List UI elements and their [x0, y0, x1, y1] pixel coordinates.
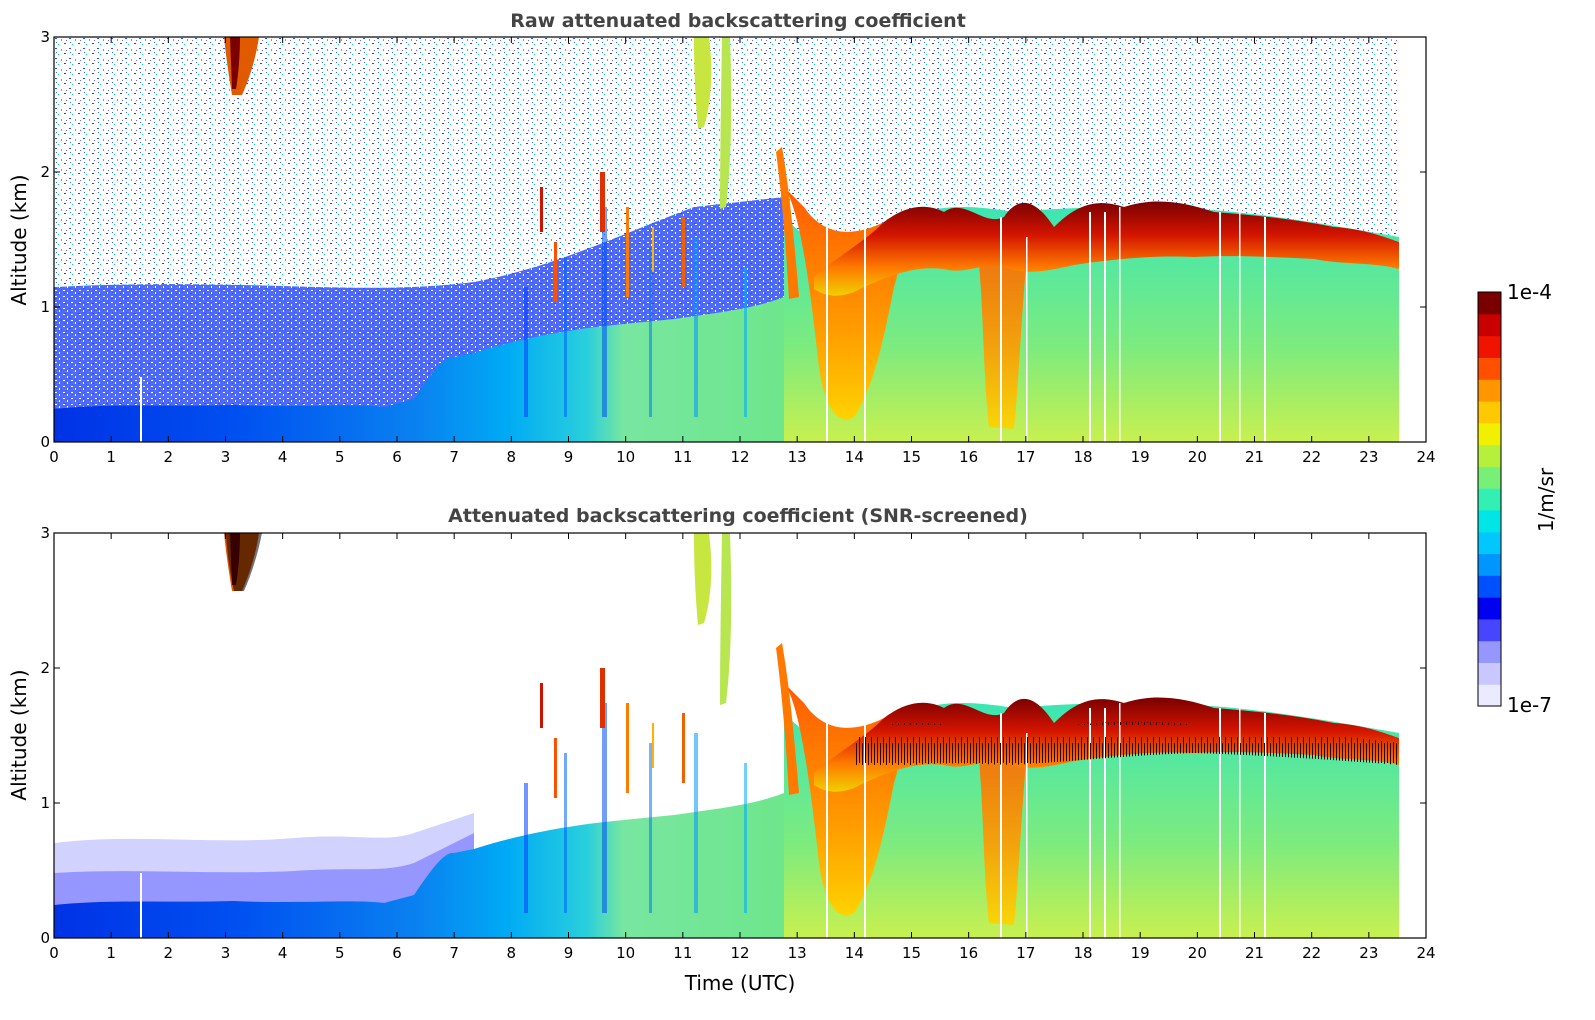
- raw-panel: Raw attenuated backscattering coefficien…: [7, 10, 1436, 466]
- x-tick-label: 16: [959, 448, 978, 466]
- raw-y-axis: 0 1 2 3: [40, 28, 1426, 451]
- screened-x-axis: 0 1 2 3 4 5 6 7 8 9 10 11 12 13 14 15 16 17 18 19 20 21 22 23 24: [49, 533, 1436, 962]
- x-tick-label: 11: [673, 944, 692, 962]
- x-tick-label: 18: [1073, 944, 1092, 962]
- x-tick-label: 17: [1016, 944, 1035, 962]
- x-tick-label: 2: [164, 944, 174, 962]
- colorbar-step: [1478, 662, 1501, 685]
- colorbar-step: [1478, 684, 1501, 707]
- colorbar-step: [1478, 379, 1501, 402]
- x-tick-label: 7: [449, 448, 459, 466]
- screened-saturated-streaks: [854, 721, 1399, 773]
- x-axis-label: Time (UTC): [684, 971, 796, 995]
- colorbar-step: [1478, 357, 1501, 380]
- colorbar-step: [1478, 335, 1501, 358]
- y-tick-label: 0: [40, 433, 50, 451]
- x-tick-label: 19: [1131, 944, 1150, 962]
- x-tick-label: 15: [902, 944, 921, 962]
- colorbar-step: [1478, 488, 1501, 511]
- y-tick-label: 2: [40, 659, 50, 677]
- colorbar-step: [1478, 531, 1501, 555]
- colorbar-step: [1478, 422, 1501, 446]
- colorbar-unit-label: 1/m/sr: [1534, 467, 1558, 532]
- x-tick-label: 6: [392, 448, 402, 466]
- x-tick-label: 1: [106, 944, 116, 962]
- x-tick-label: 19: [1131, 448, 1150, 466]
- x-tick-label: 7: [449, 944, 459, 962]
- x-tick-label: 0: [49, 944, 59, 962]
- x-tick-label: 21: [1245, 448, 1264, 466]
- x-tick-label: 23: [1359, 448, 1378, 466]
- colorbar-steps: [1478, 292, 1501, 707]
- x-tick-label: 14: [845, 944, 864, 962]
- x-tick-label: 11: [673, 448, 692, 466]
- x-tick-label: 24: [1416, 448, 1435, 466]
- screened-y-axis: 0 1 2 3: [40, 524, 1426, 947]
- x-tick-label: 8: [507, 944, 517, 962]
- colorbar: 1e-4 1e-7 1/m/sr: [1477, 280, 1558, 717]
- x-tick-label: 5: [335, 448, 345, 466]
- y-tick-label: 1: [40, 298, 50, 316]
- x-tick-label: 4: [278, 448, 288, 466]
- colorbar-step: [1478, 444, 1501, 467]
- x-tick-label: 5: [335, 944, 345, 962]
- x-tick-label: 1: [106, 448, 116, 466]
- colorbar-step: [1478, 640, 1501, 664]
- x-tick-label: 3: [221, 448, 231, 466]
- x-tick-label: 8: [507, 448, 517, 466]
- colorbar-step: [1478, 292, 1501, 315]
- x-tick-label: 12: [730, 448, 749, 466]
- x-tick-label: 15: [902, 448, 921, 466]
- colorbar-max-label: 1e-4: [1507, 280, 1552, 304]
- colorbar-step: [1478, 618, 1501, 642]
- y-tick-label: 2: [40, 163, 50, 181]
- colorbar-step: [1478, 575, 1501, 598]
- x-tick-label: 24: [1416, 944, 1435, 962]
- x-tick-label: 10: [616, 944, 635, 962]
- x-tick-label: 10: [616, 448, 635, 466]
- screened-panel-title: Attenuated backscattering coefficient (S…: [448, 505, 1028, 527]
- x-tick-label: 23: [1359, 944, 1378, 962]
- x-tick-label: 22: [1302, 448, 1321, 466]
- colorbar-step: [1478, 466, 1501, 489]
- colorbar-step: [1478, 597, 1501, 620]
- raw-y-label: Altitude (km): [7, 174, 31, 305]
- screened-y-label: Altitude (km): [7, 669, 31, 800]
- x-tick-label: 4: [278, 944, 288, 962]
- colorbar-step: [1478, 313, 1501, 337]
- x-tick-label: 0: [49, 448, 59, 466]
- colorbar-step: [1478, 400, 1501, 424]
- screened-panel: Attenuated backscattering coefficient (S…: [7, 505, 1436, 995]
- x-tick-label: 6: [392, 944, 402, 962]
- x-tick-label: 20: [1188, 944, 1207, 962]
- y-tick-label: 3: [40, 28, 50, 46]
- x-tick-label: 14: [845, 448, 864, 466]
- x-tick-label: 9: [564, 944, 574, 962]
- x-tick-label: 22: [1302, 944, 1321, 962]
- x-tick-label: 3: [221, 944, 231, 962]
- colorbar-step: [1478, 553, 1501, 576]
- raw-panel-title: Raw attenuated backscattering coefficien…: [510, 10, 966, 32]
- x-tick-label: 13: [788, 944, 807, 962]
- x-tick-label: 21: [1245, 944, 1264, 962]
- x-tick-label: 2: [164, 448, 174, 466]
- y-tick-label: 0: [40, 929, 50, 947]
- x-tick-label: 12: [730, 944, 749, 962]
- x-tick-label: 16: [959, 944, 978, 962]
- y-tick-label: 1: [40, 794, 50, 812]
- x-tick-label: 17: [1016, 448, 1035, 466]
- raw-x-axis: 0 1 2 3 4 5 6 7 8 9 10 11 12 13 14 15 16 17 18 19 20 21 22 23 24: [49, 37, 1436, 466]
- colorbar-step: [1478, 509, 1501, 533]
- x-tick-label: 20: [1188, 448, 1207, 466]
- x-tick-label: 9: [564, 448, 574, 466]
- y-tick-label: 3: [40, 524, 50, 542]
- x-tick-label: 13: [788, 448, 807, 466]
- colorbar-frame: [1477, 291, 1502, 707]
- x-tick-label: 18: [1073, 448, 1092, 466]
- colorbar-min-label: 1e-7: [1507, 693, 1552, 717]
